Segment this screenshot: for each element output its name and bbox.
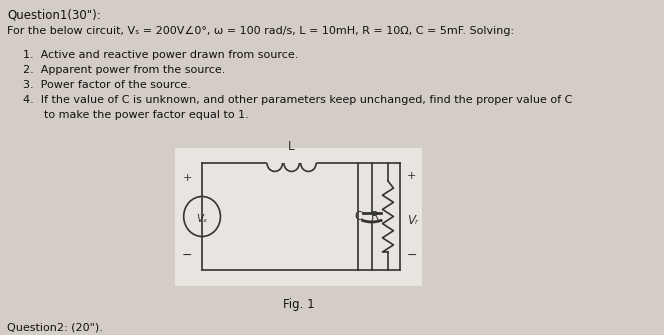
Text: 2.  Apparent power from the source.: 2. Apparent power from the source. bbox=[23, 65, 225, 75]
Text: L: L bbox=[288, 140, 295, 153]
Text: C: C bbox=[355, 210, 363, 223]
Text: to make the power factor equal to 1.: to make the power factor equal to 1. bbox=[23, 110, 249, 120]
Text: For the below circuit, Vₛ = 200V∠0°, ω = 100 rad/s, L = 10mH, R = 10Ω, C = 5mF. : For the below circuit, Vₛ = 200V∠0°, ω =… bbox=[7, 26, 515, 36]
Bar bbox=[175, 148, 422, 286]
Text: 1.  Active and reactive power drawn from source.: 1. Active and reactive power drawn from … bbox=[23, 50, 298, 60]
Text: −: − bbox=[407, 249, 418, 262]
Text: Question2: (20").: Question2: (20"). bbox=[7, 322, 103, 332]
Text: 3.  Power factor of the source.: 3. Power factor of the source. bbox=[23, 80, 191, 90]
Text: 4.  If the value of C is unknown, and other parameters keep unchanged, find the : 4. If the value of C is unknown, and oth… bbox=[23, 95, 572, 105]
Text: Question1(30"):: Question1(30"): bbox=[7, 8, 101, 21]
Text: Vₛ: Vₛ bbox=[197, 213, 208, 223]
Text: Vᵣ: Vᵣ bbox=[407, 214, 418, 227]
Text: R: R bbox=[371, 210, 378, 223]
Text: +: + bbox=[407, 171, 416, 181]
Text: Fig. 1: Fig. 1 bbox=[283, 298, 314, 311]
Text: −: − bbox=[182, 249, 193, 262]
Text: +: + bbox=[183, 173, 192, 183]
